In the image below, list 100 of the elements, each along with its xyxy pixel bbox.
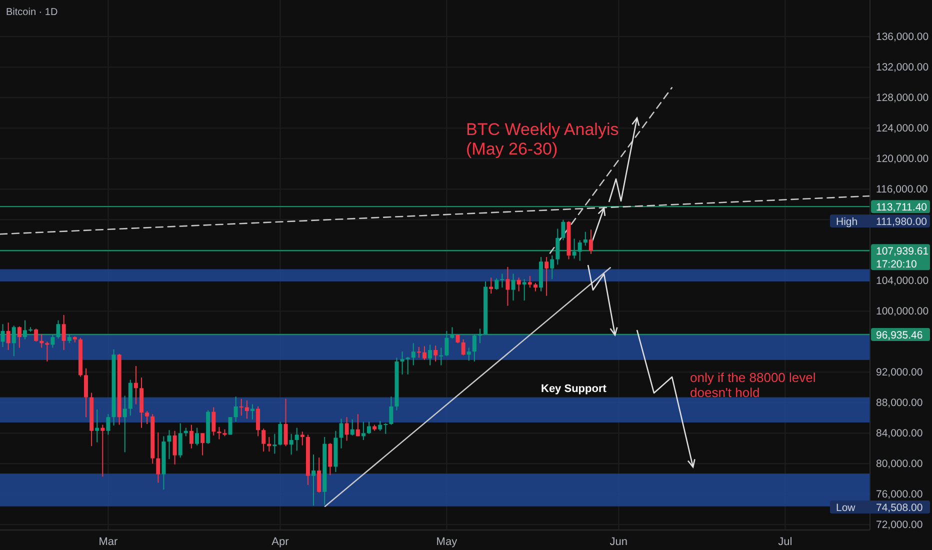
candlestick (450, 326, 454, 340)
candlestick (84, 368, 88, 418)
y-tick-label: 132,000.00 (876, 61, 929, 74)
annotation: BTC Weekly Analyis (May 26-30) (466, 120, 619, 159)
text: High 111,980.00 (836, 216, 927, 228)
candlestick (172, 430, 177, 465)
candlestick (145, 410, 150, 424)
y-tick-label: 88,000.00 (876, 397, 923, 410)
x-tick-label: Jul (778, 536, 792, 548)
candlestick (466, 347, 471, 362)
ref-line-label: 113,711.40 (876, 201, 928, 214)
candlestick (361, 421, 366, 441)
candlestick (384, 422, 388, 434)
y-tick-label: 76,000.00 (876, 488, 923, 501)
text: Low 74,508.00 (836, 502, 923, 514)
candlestick (550, 254, 554, 280)
candlestick (34, 328, 38, 342)
candlestick (444, 330, 449, 357)
candlestick (289, 433, 294, 456)
candlestick (578, 240, 582, 262)
candlestick (56, 320, 60, 340)
candlestick (134, 366, 138, 405)
candlestick (228, 416, 232, 436)
candlestick (344, 416, 349, 442)
candlestick (100, 424, 105, 478)
candlestick (339, 418, 344, 449)
candlestick (511, 273, 516, 301)
x-tick-label: May (436, 536, 458, 548)
candlestick (428, 344, 432, 366)
candlestick (12, 325, 16, 357)
candlestick (106, 414, 110, 436)
candlestick (200, 432, 205, 456)
candlestick (122, 395, 127, 453)
candlestick (250, 404, 254, 420)
candlestick (583, 231, 588, 246)
candlestick (411, 342, 416, 366)
candlestick (389, 396, 394, 426)
y-tick-label: 92,000.00 (876, 366, 923, 379)
candlestick (194, 427, 199, 446)
candlestick (366, 421, 371, 434)
candlestick (500, 273, 504, 288)
candlestick (294, 427, 299, 452)
candlestick (439, 347, 444, 366)
y-tick-label: 116,000.00 (876, 183, 928, 196)
candlestick (45, 341, 50, 362)
candlestick (17, 326, 22, 348)
y-tick-label: 136,000.00 (876, 30, 929, 43)
candlestick (178, 422, 182, 458)
candlestick (356, 414, 360, 437)
candlestick (588, 229, 593, 254)
candlestick (189, 424, 194, 449)
y-tick-label: 128,000.00 (876, 92, 929, 104)
y-tick-label: 100,000.00 (876, 305, 929, 318)
candlestick (556, 228, 560, 266)
candlestick (256, 406, 260, 437)
candlestick (317, 457, 322, 494)
candlestick (156, 432, 160, 484)
candlestick (378, 420, 382, 432)
candlestick (472, 334, 476, 362)
annotation: only if the 88000 level doesn't hold (690, 370, 816, 400)
annotation: Key Support (541, 383, 607, 395)
candlestick (95, 409, 100, 443)
candlestick (328, 442, 332, 476)
candlestick (489, 277, 494, 294)
y-tick-label: 80,000.00 (876, 458, 923, 470)
text: Bitcoin · 1D (6, 7, 58, 18)
x-tick-label: Mar (98, 536, 118, 548)
candlestick (62, 314, 66, 351)
candlestick (406, 356, 410, 375)
candlestick (278, 421, 282, 446)
candlestick (50, 334, 55, 348)
candlestick (212, 406, 216, 436)
y-tick-label: 72,000.00 (876, 519, 923, 532)
ref-line-label: 96,935.46 (876, 329, 923, 342)
candlestick (0, 324, 5, 348)
candlestick (434, 344, 438, 362)
candlestick (350, 418, 354, 436)
candlestick (561, 219, 566, 241)
candlestick (528, 276, 532, 288)
candlestick (572, 238, 576, 260)
candlestick (300, 431, 304, 446)
candlestick (400, 351, 404, 375)
candlestick (522, 278, 526, 301)
candlestick (516, 277, 521, 292)
candlestick (262, 428, 266, 452)
candlestick (217, 426, 222, 440)
candlestick (461, 338, 466, 356)
y-tick-label: 84,000.00 (876, 428, 923, 440)
x-tick-label: Apr (272, 536, 290, 548)
candlestick (544, 256, 549, 296)
candlestick (284, 398, 288, 447)
candlestick (422, 346, 426, 360)
ref-line-label: 107,939.61 17:20:10 (876, 245, 929, 270)
candlestick (478, 328, 482, 344)
candlestick (234, 396, 238, 422)
candlestick (506, 266, 510, 306)
x-tick-label: Jun (610, 536, 628, 548)
candlestick (494, 278, 499, 290)
candlestick (167, 430, 172, 460)
candlestick (6, 322, 10, 351)
